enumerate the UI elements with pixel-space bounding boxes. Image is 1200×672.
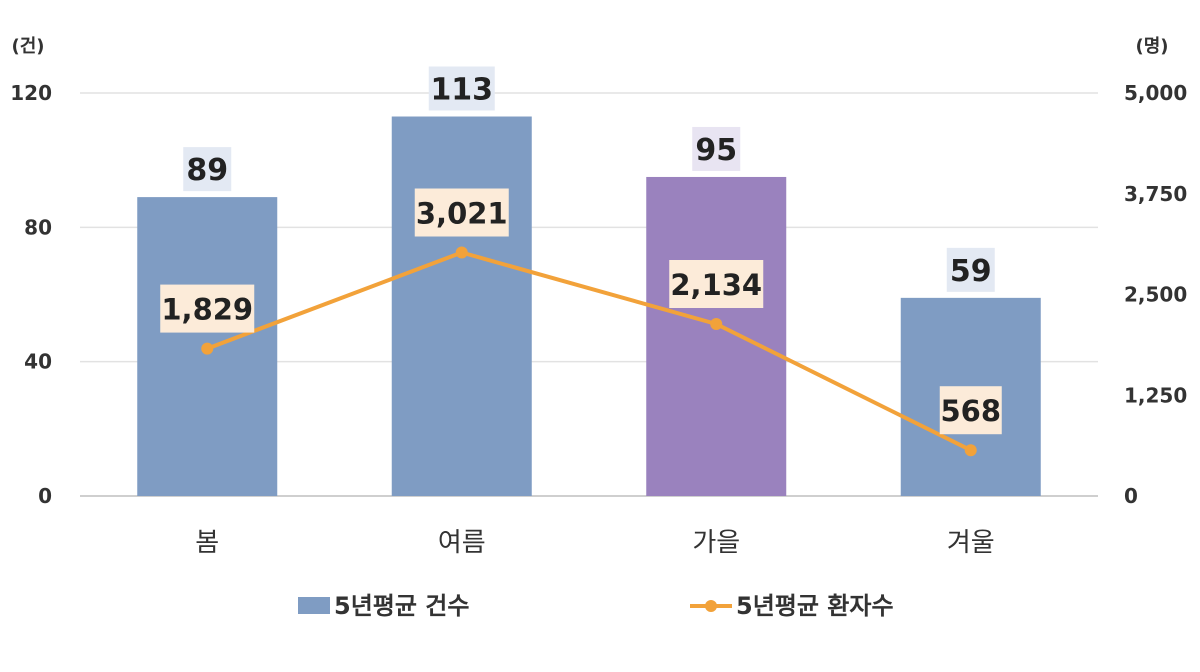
bar-value-label: 113 <box>430 73 493 108</box>
right-axis-unit: (명) <box>1135 36 1168 57</box>
category-label: 봄 <box>195 528 219 558</box>
category-label: 여름 <box>438 528 486 558</box>
line-path <box>206 250 972 453</box>
left-tick-label: 80 <box>24 215 52 239</box>
legend-bar-swatch <box>298 597 330 614</box>
bar <box>646 176 787 497</box>
right-tick-label: 1,250 <box>1124 383 1187 407</box>
right-tick-label: 3,750 <box>1124 182 1187 206</box>
line-value-label: 1,829 <box>161 293 253 327</box>
bar-value-box <box>946 247 995 292</box>
bar-value-box <box>692 126 741 171</box>
line-value-label: 3,021 <box>416 197 508 231</box>
line-point <box>710 317 723 330</box>
left-tick-label: 120 <box>10 81 52 105</box>
legend: 5년평균 건수 5년평균 환자수 <box>298 592 894 620</box>
left-axis-unit: (건) <box>11 36 44 57</box>
line-point <box>455 246 468 259</box>
right-tick-label: 2,500 <box>1124 283 1187 307</box>
bar-value-label: 95 <box>695 133 737 168</box>
legend-line-marker <box>705 600 717 612</box>
line-value-box <box>939 386 1002 435</box>
right-tick-label: 0 <box>1124 484 1138 508</box>
line-value-label: 2,134 <box>670 268 762 302</box>
line-value-box <box>669 259 764 308</box>
left-tick-label: 40 <box>24 350 52 374</box>
right-axis-ticks: 0 1,250 2,500 3,750 5,000 <box>1124 81 1187 508</box>
line-value-label: 568 <box>940 394 1001 428</box>
line-series: 1,829 3,021 2,134 568 <box>160 188 1002 457</box>
line-value-box <box>414 188 509 237</box>
bar-value-box <box>183 147 232 192</box>
left-axis-ticks: 0 40 80 120 <box>10 81 52 508</box>
line-point <box>201 342 214 355</box>
bar <box>391 116 532 496</box>
category-label: 겨울 <box>947 528 995 558</box>
line-point <box>964 444 977 457</box>
bar-series: 89 113 95 59 <box>137 66 1041 497</box>
bar-value-label: 59 <box>950 254 992 289</box>
right-tick-label: 5,000 <box>1124 81 1187 105</box>
legend-line-label: 5년평균 환자수 <box>736 592 894 620</box>
legend-bar-label: 5년평균 건수 <box>334 592 469 620</box>
category-label: 가을 <box>692 528 740 558</box>
bar-value-label: 89 <box>186 153 228 188</box>
line-value-box <box>160 284 255 333</box>
left-tick-label: 0 <box>38 484 52 508</box>
category-labels: 봄 여름 가을 겨울 <box>195 528 994 558</box>
bar-value-box <box>428 66 495 111</box>
